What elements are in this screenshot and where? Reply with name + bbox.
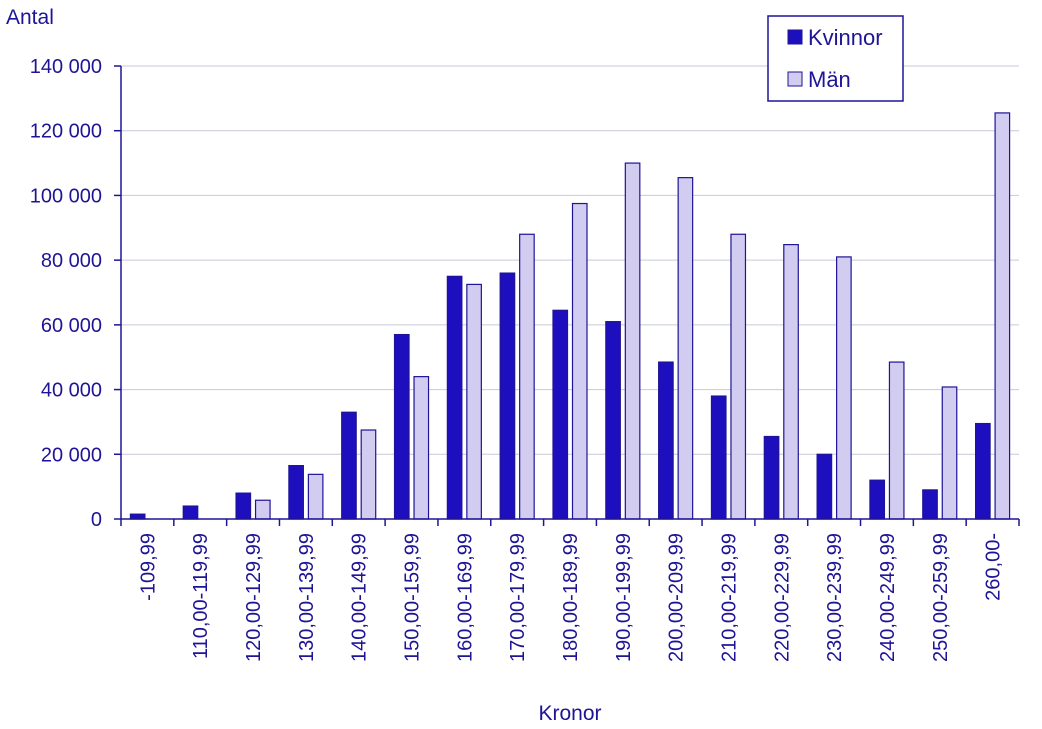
y-tick-label: 120 000 — [30, 121, 102, 143]
bar-kvinnor — [710, 395, 727, 520]
bar-man — [888, 361, 905, 520]
bar-kvinnor — [235, 492, 252, 520]
y-tick-label: 60 000 — [41, 315, 102, 337]
axes — [120, 66, 1019, 520]
bar-man — [677, 177, 694, 520]
y-tick-label: 40 000 — [41, 380, 102, 402]
bar-man — [571, 202, 588, 520]
x-tick-label: 190,00-199,99 — [613, 533, 635, 662]
bar-man — [254, 499, 271, 520]
x-tick-label: 150,00-159,99 — [402, 533, 424, 662]
legend-swatch-kvinnor — [787, 29, 803, 45]
y-tick-label: 140 000 — [30, 56, 102, 78]
legend-swatch-man — [787, 71, 803, 87]
x-tick-label: -109,99 — [137, 533, 159, 601]
bar-man — [836, 256, 852, 520]
y-tick-label: 80 000 — [41, 250, 102, 272]
bar-kvinnor — [182, 505, 199, 520]
x-tick-label: 220,00-229,99 — [771, 533, 793, 662]
x-tick-label: 250,00-259,99 — [930, 533, 952, 662]
x-axis-title: Kronor — [538, 702, 601, 725]
x-tick-label: 130,00-139,99 — [296, 533, 318, 662]
bar-kvinnor — [763, 435, 780, 520]
bar-man — [994, 112, 1011, 520]
bar-kvinnor — [499, 272, 516, 520]
x-tick-labels: -109,99 110,00-119,99 120,00-129,99 130,00-… — [120, 519, 1020, 662]
gridlines — [121, 65, 1019, 455]
bar-kvinnor — [816, 453, 833, 520]
bar-kvinnor — [552, 309, 569, 520]
bar-man — [466, 283, 482, 520]
bar-man — [624, 162, 641, 520]
x-tick-label: 160,00-169,99 — [454, 533, 476, 662]
x-tick-label: 200,00-209,99 — [666, 533, 688, 662]
x-tick-label: 180,00-189,99 — [560, 533, 582, 662]
y-tick-label: 100 000 — [30, 185, 102, 207]
x-tick-label: 210,00-219,99 — [718, 533, 740, 662]
bar-kvinnor — [393, 333, 410, 520]
y-tick-label: 20 000 — [41, 444, 102, 466]
y-tick-label: 0 — [91, 509, 102, 531]
legend-label-man: Män — [808, 67, 851, 92]
bar-kvinnor — [446, 275, 463, 520]
x-tick-label: 170,00-179,99 — [507, 533, 529, 662]
bar-kvinnor — [974, 422, 991, 520]
bars — [129, 112, 1011, 520]
x-tick-label: 120,00-129,99 — [243, 533, 265, 662]
x-tick-label: 260,00- — [983, 533, 1005, 601]
bar-kvinnor — [605, 321, 621, 520]
y-axis-title: Antal — [6, 6, 54, 29]
bar-kvinnor — [658, 361, 674, 520]
x-tick-label: 240,00-249,99 — [877, 533, 899, 662]
bar-man — [307, 473, 324, 520]
bar-kvinnor — [341, 411, 357, 520]
bar-man — [730, 233, 747, 520]
x-tick-label: 140,00-149,99 — [349, 533, 371, 662]
bar-man — [360, 429, 377, 520]
legend-label-kvinnor: Kvinnor — [808, 25, 883, 50]
bar-man — [941, 386, 958, 520]
legend: Kvinnor Män — [767, 15, 904, 102]
x-tick-label: 110,00-119,99 — [190, 533, 212, 659]
y-tick-labels: 0 20 000 40 000 60 000 80 000 100 000 120 000 1… — [30, 56, 121, 531]
bar-kvinnor — [922, 489, 938, 520]
bar-man — [783, 244, 799, 520]
bar-kvinnor — [288, 465, 304, 520]
x-tick-label: 230,00-239,99 — [824, 533, 846, 662]
bar-kvinnor — [869, 479, 886, 520]
bar-man — [413, 376, 430, 520]
bar-man — [519, 233, 535, 520]
